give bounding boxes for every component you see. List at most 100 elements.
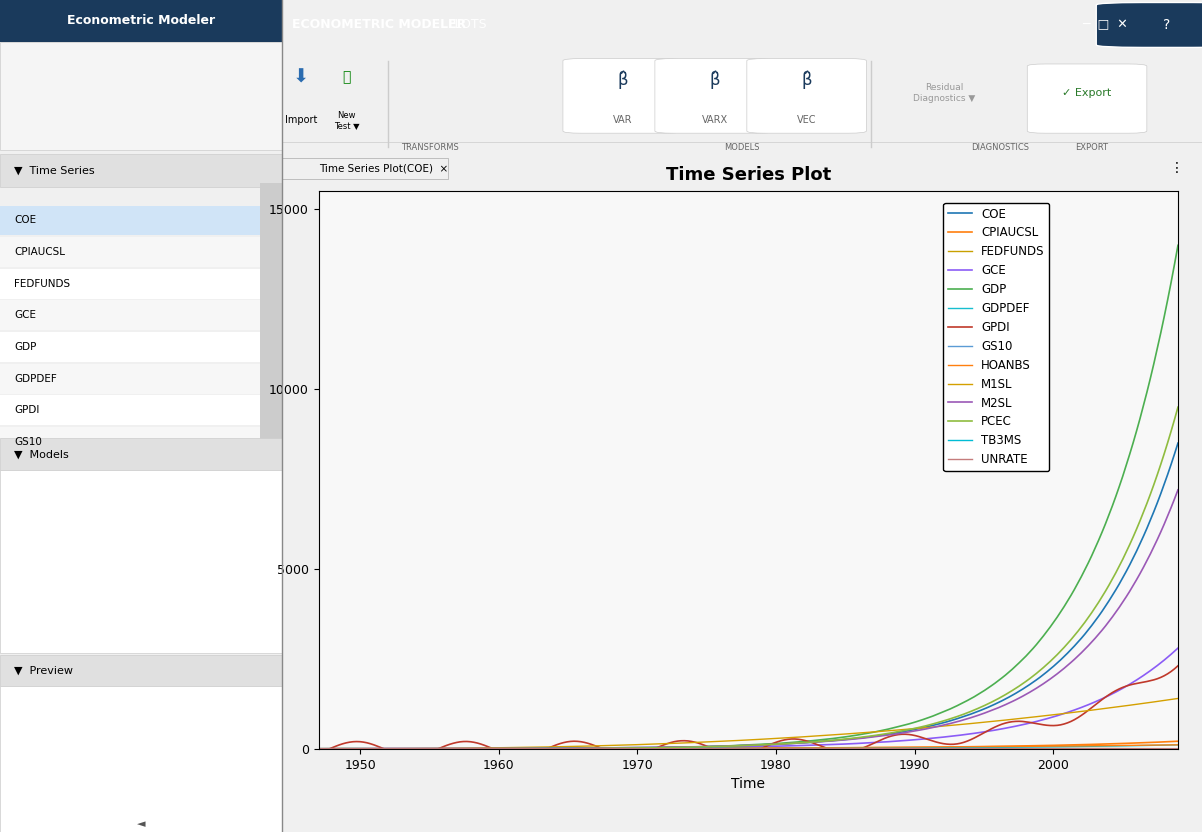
COE [1136,531,1150,541]
Text: GS10: GS10 [14,437,42,447]
PCEC [660,743,674,753]
Text: DIAGNOSTICS: DIAGNOSTICS [971,143,1029,151]
CPIAUCSL [1136,738,1150,748]
HOANBS [453,744,468,754]
M2SL [1136,562,1150,572]
GCE [656,743,671,753]
GDP [367,744,381,754]
Line: PCEC: PCEC [319,407,1178,749]
GS10 [1171,744,1185,754]
GDPDEF [311,744,326,754]
FancyBboxPatch shape [0,42,282,150]
FancyBboxPatch shape [0,269,282,299]
FancyBboxPatch shape [260,183,282,466]
M1SL [1139,698,1154,708]
M2SL [656,742,671,752]
Text: Econometric Modeler: Econometric Modeler [67,14,215,27]
FancyBboxPatch shape [655,58,774,133]
PCEC [671,742,685,752]
Text: New
Test ▼: New Test ▼ [334,111,359,130]
GS10 [1143,744,1158,754]
FEDFUNDS [808,744,822,754]
Text: GDP: GDP [14,342,36,352]
Text: VEC: VEC [797,115,816,126]
PCEC [457,744,471,754]
M1SL [660,739,674,749]
HOANBS [1171,740,1185,750]
M1SL [457,743,471,753]
GCE [1171,643,1185,653]
X-axis label: Time: Time [731,777,766,791]
TB3MS [1143,744,1158,754]
FancyBboxPatch shape [0,438,282,470]
FancyBboxPatch shape [1096,2,1202,47]
COE [667,742,682,752]
TB3MS [671,744,685,754]
CPIAUCSL [667,744,682,754]
GDP [1171,240,1185,250]
Text: CPIAUCSL: CPIAUCSL [14,247,65,257]
Legend: COE, CPIAUCSL, FEDFUNDS, GCE, GDP, GDPDEF, GPDI, GS10, HOANBS, M1SL, M2SL, PCEC,: COE, CPIAUCSL, FEDFUNDS, GCE, GDP, GDPDE… [944,203,1049,471]
PCEC [311,744,326,754]
UNRATE [811,744,826,754]
GPDI [311,748,326,758]
GCE [905,735,920,745]
GS10 [667,744,682,754]
M2SL [905,726,920,736]
GPDI [1139,676,1154,686]
COE [1171,438,1185,448]
M2SL [808,737,822,747]
GS10 [311,744,326,754]
FancyBboxPatch shape [0,655,282,686]
UNRATE [1143,744,1158,754]
Text: VARX: VARX [702,115,727,126]
TB3MS [926,743,940,753]
GDP [311,744,326,754]
GCE [667,743,682,753]
Text: GPDI: GPDI [14,405,40,415]
CPIAUCSL [1171,736,1185,746]
Text: β̂: β̂ [618,71,627,90]
COE [311,744,326,754]
Text: Import: Import [285,115,317,126]
Title: Time Series Plot: Time Series Plot [666,166,831,184]
Text: MODELS: MODELS [725,143,760,151]
FEDFUNDS [667,744,682,754]
FancyBboxPatch shape [0,364,282,394]
Text: ⋮: ⋮ [1170,161,1184,176]
M2SL [667,742,682,752]
Line: M2SL: M2SL [319,490,1178,749]
PCEC [335,744,350,754]
TB3MS [909,743,923,753]
GS10 [909,744,923,754]
GDPDEF [453,744,468,754]
HOANBS [808,743,822,753]
CPIAUCSL [905,742,920,752]
GCE [1136,671,1150,681]
Line: COE: COE [319,443,1178,749]
CPIAUCSL [808,743,822,753]
M1SL [1171,693,1185,703]
FancyBboxPatch shape [0,0,282,42]
HOANBS [1136,740,1150,750]
Text: GDPDEF: GDPDEF [14,374,56,384]
HOANBS [656,744,671,754]
CPIAUCSL [656,744,671,754]
Text: FEDFUNDS: FEDFUNDS [14,279,70,289]
Text: ▼  Preview: ▼ Preview [14,666,73,676]
GDPDEF [808,743,822,753]
Text: ▼  Models: ▼ Models [14,450,69,460]
Text: ─  □  ✕: ─ □ ✕ [1083,18,1129,32]
Text: ⬇: ⬇ [292,67,309,87]
FancyBboxPatch shape [0,427,282,457]
Text: ◄: ◄ [137,819,145,829]
Text: PLOTS: PLOTS [448,18,488,32]
GPDI [909,730,923,740]
CPIAUCSL [311,744,326,754]
GDPDEF [1136,740,1150,750]
FancyBboxPatch shape [1028,64,1147,133]
GS10 [929,744,944,754]
M1SL [811,730,826,740]
GDPDEF [1171,740,1185,750]
GDPDEF [905,743,920,753]
